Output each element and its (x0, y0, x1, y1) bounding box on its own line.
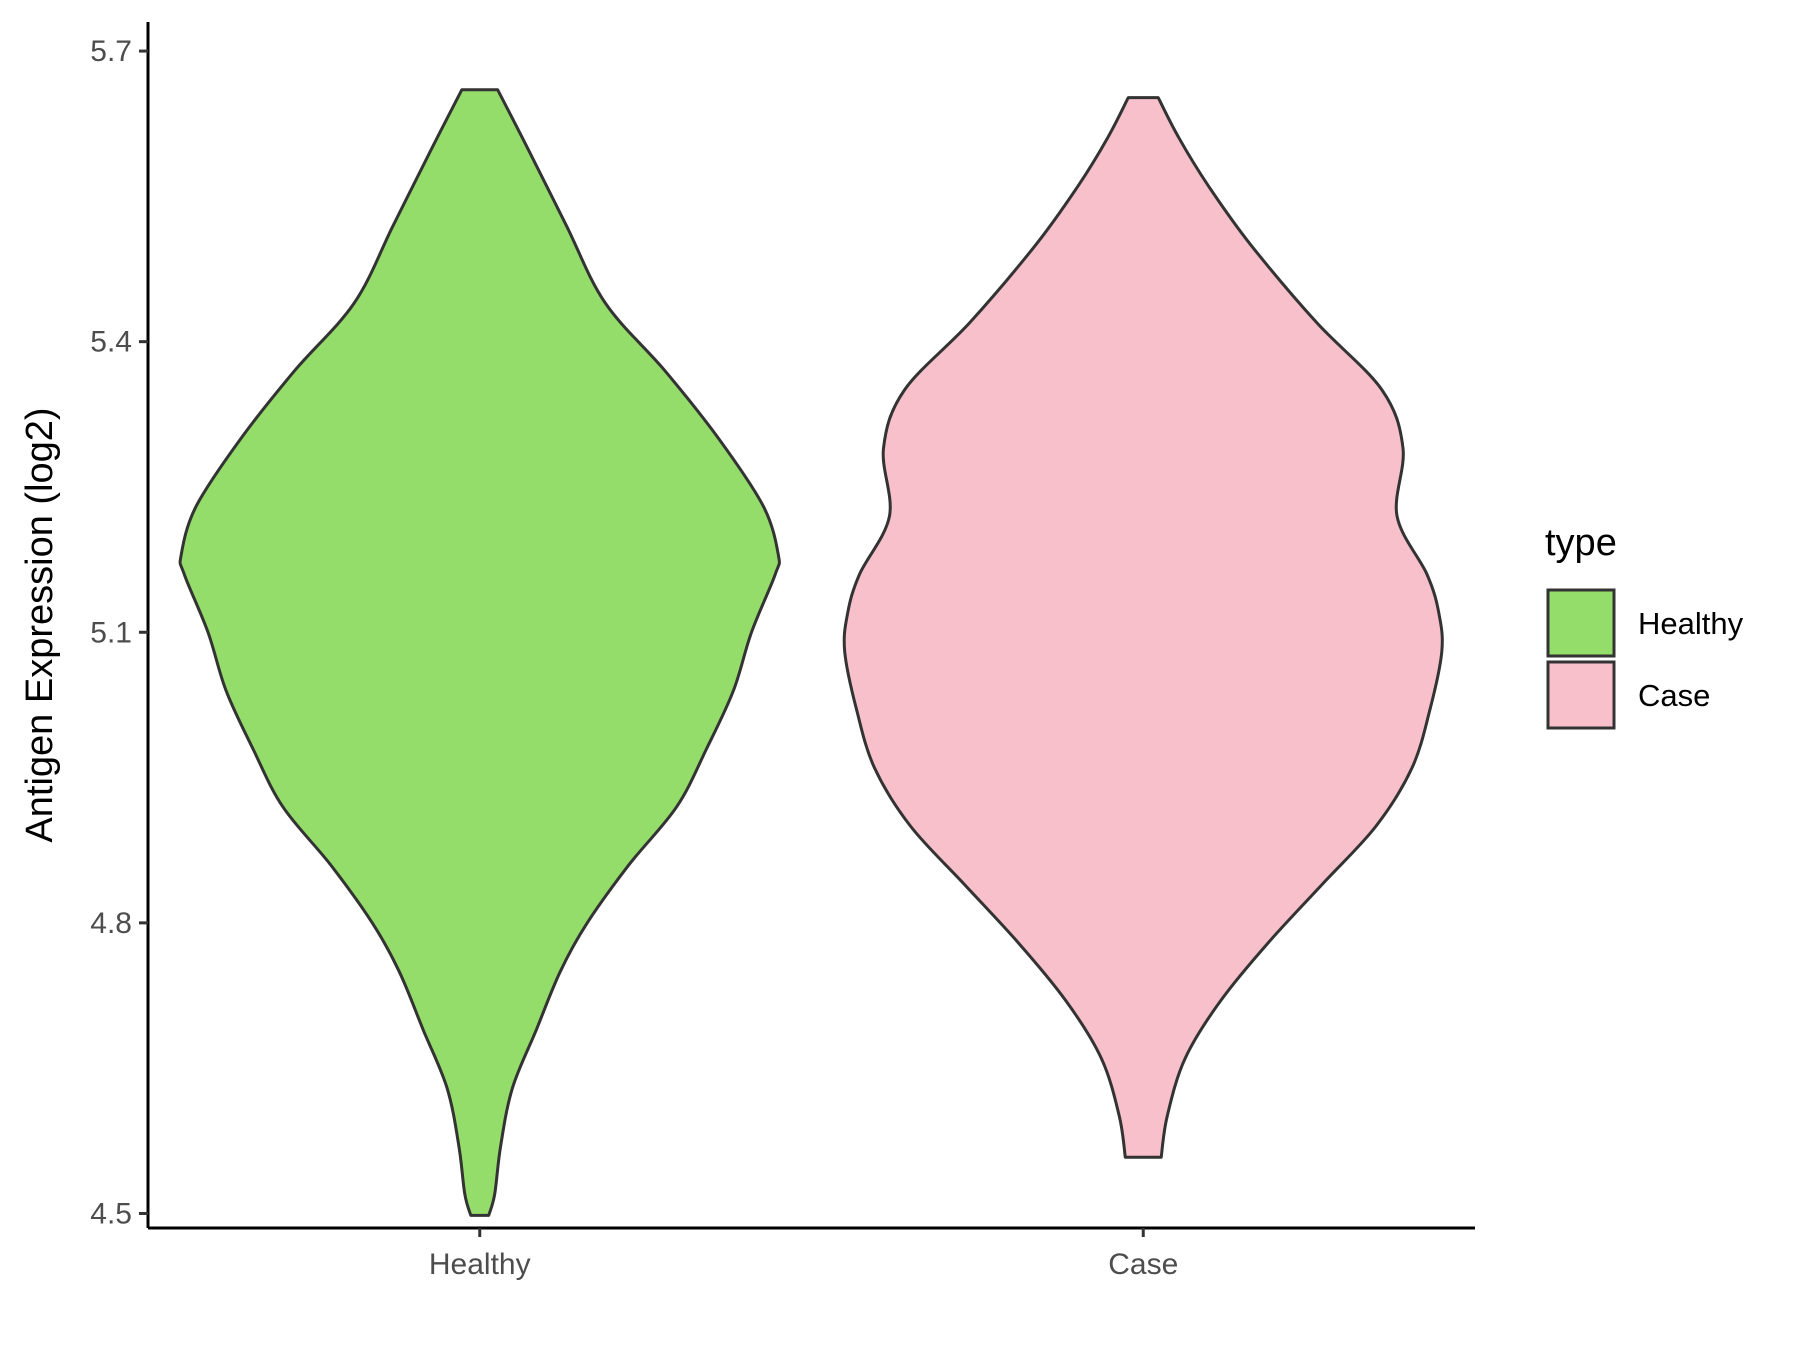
legend-key-healthy (1546, 588, 1616, 658)
legend-label-healthy: Healthy (1638, 606, 1744, 641)
x-tick-label: Healthy (429, 1248, 531, 1281)
violin-case (842, 96, 1444, 1159)
x-tick-label: Case (1108, 1248, 1178, 1281)
y-tick-label: 5.4 (90, 326, 132, 359)
legend-label-case: Case (1638, 678, 1710, 713)
y-axis-title: Antigen Expression (log2) (19, 407, 61, 842)
axes-layer: 4.5 4.8 5.1 5.4 5.7 Healthy Case (90, 22, 1475, 1281)
legend: type Healthy Case (1545, 522, 1744, 730)
legend-key-case (1546, 660, 1616, 730)
y-tick-label: 5.1 (90, 616, 132, 649)
y-tick-label: 4.8 (90, 907, 132, 940)
y-tick-label: 5.7 (90, 35, 132, 68)
violins-layer (178, 88, 1444, 1217)
legend-title: type (1545, 522, 1617, 564)
violin-healthy (178, 88, 781, 1217)
y-tick-label: 4.5 (90, 1197, 132, 1230)
